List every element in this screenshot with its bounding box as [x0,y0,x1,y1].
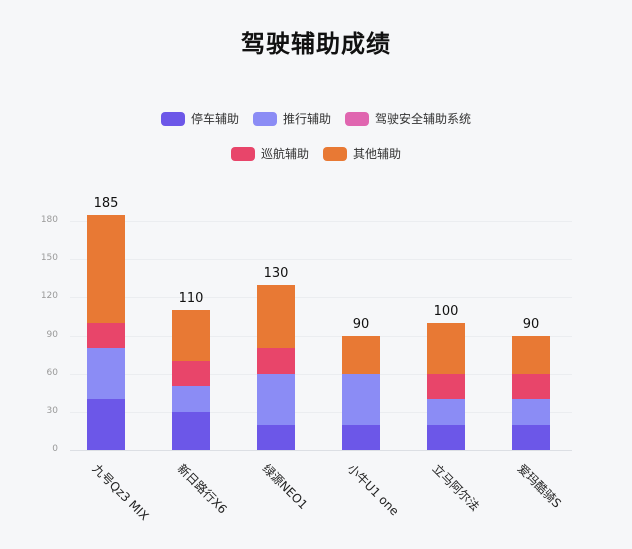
legend-label: 停车辅助 [190,112,239,126]
y-tick-label: 90 [46,330,58,340]
x-axis-label: 爱玛酷骑S [514,461,564,511]
bar-segment[interactable] [427,424,465,450]
legend-swatch [345,111,369,126]
bar-segment[interactable] [512,335,550,374]
bar-total-label: 185 [93,195,119,211]
y-tick-label: 180 [40,215,58,225]
legend-swatch [252,111,277,126]
bar-segment[interactable] [342,373,380,425]
legend-item-safety[interactable]: 驾驶安全辅助系统 [345,110,471,127]
legend-swatch [230,146,255,161]
legend-item-cruise[interactable]: 巡航辅助 [230,145,309,162]
legend-item-push[interactable]: 推行辅助 [252,110,331,127]
legend: 停车辅助 推行辅助 驾驶安全辅助系统 巡航辅助 其他辅助 [0,110,632,162]
gridline [70,297,572,298]
x-axis-label: 小牛U1 one [344,461,402,519]
bar-total-label: 90 [352,316,370,332]
bar-segment[interactable] [342,335,380,374]
x-axis-label: 立马阿尔法 [429,461,483,514]
legend-item-other[interactable]: 其他辅助 [323,145,401,162]
x-axis-label: 九号Qz3 MIX [89,461,152,524]
bar-segment[interactable] [172,411,210,450]
bar-segment[interactable] [257,373,295,425]
bar-segment[interactable] [87,322,125,349]
legend-swatch [323,146,347,161]
y-tick-label: 30 [46,406,58,416]
gridline [70,336,572,337]
y-tick-label: 60 [46,368,58,378]
bar-segment[interactable] [257,424,295,450]
bar-segment[interactable] [172,386,210,412]
bar-segment[interactable] [342,424,380,450]
x-axis-label: 绿源NEO1 [259,461,311,513]
bar-total-label: 90 [522,316,540,332]
bar-total-label: 110 [178,291,204,307]
bar-segment[interactable] [172,360,210,387]
bar-segment[interactable] [427,322,465,374]
bar-segment[interactable] [87,348,125,400]
bar-segment[interactable] [257,284,295,349]
legend-label: 推行辅助 [282,112,331,126]
bar-segment[interactable] [172,310,210,361]
legend-swatch [160,111,185,126]
bar-segment[interactable] [512,373,550,400]
gridline [70,412,572,413]
bar-segment[interactable] [512,424,550,450]
bar-segment[interactable] [257,348,295,374]
legend-item-parking[interactable]: 停车辅助 [160,110,239,127]
bar-total-label: 100 [433,303,459,319]
bar-segment[interactable] [512,399,550,425]
bar-segment[interactable] [87,399,125,450]
gridline [70,259,572,260]
y-tick-label: 120 [40,291,58,301]
bar-segment[interactable] [87,214,125,323]
bar-total-label: 130 [263,265,289,281]
legend-label: 其他辅助 [353,147,402,161]
y-tick-label: 150 [40,253,58,263]
chart-title: 驾驶辅助成绩 [241,30,391,58]
gridline [70,221,572,222]
bar-segment[interactable] [427,399,465,425]
y-tick-label: 0 [52,444,58,454]
legend-label: 驾驶安全辅助系统 [375,112,472,126]
bar-segment[interactable] [427,373,465,400]
x-axis-label: 新日路行X6 [174,461,230,517]
gridline [70,450,572,451]
legend-label: 巡航辅助 [260,147,309,161]
gridline [70,374,572,375]
